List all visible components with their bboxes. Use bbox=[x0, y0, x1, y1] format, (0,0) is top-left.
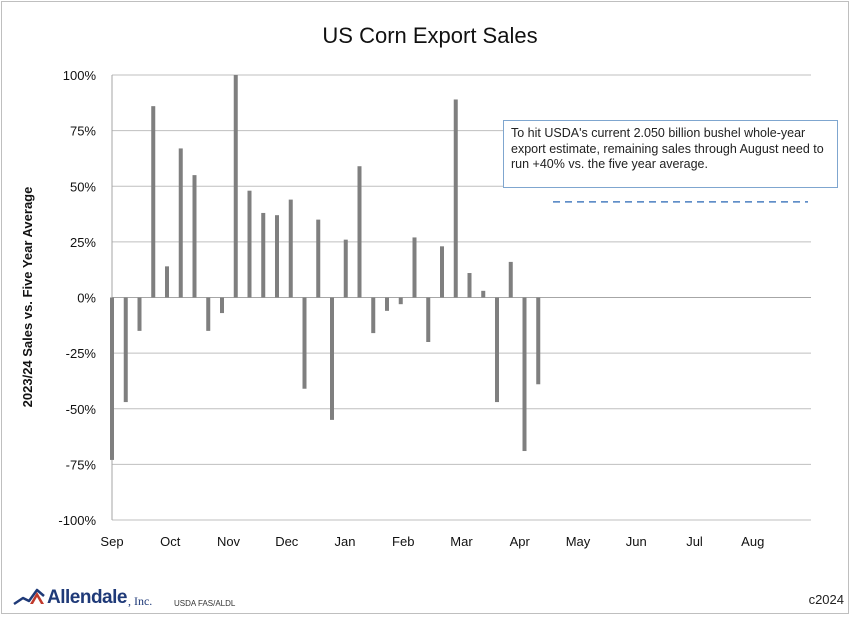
bar bbox=[508, 261, 513, 298]
chart-title: US Corn Export Sales bbox=[322, 23, 537, 48]
bar bbox=[536, 297, 541, 385]
bar bbox=[357, 166, 362, 298]
bar bbox=[137, 297, 142, 331]
bar bbox=[220, 297, 224, 314]
bar bbox=[206, 297, 211, 331]
bar bbox=[233, 75, 238, 298]
bar bbox=[302, 297, 307, 389]
x-tick-label: Apr bbox=[510, 534, 531, 549]
copyright: c2024 bbox=[808, 592, 844, 607]
source-note: USDA FAS/ALDL bbox=[174, 599, 236, 608]
bar bbox=[398, 297, 403, 305]
bar bbox=[343, 239, 348, 298]
x-tick-label: Dec bbox=[275, 534, 299, 549]
bar bbox=[275, 215, 279, 298]
y-tick-label: 50% bbox=[70, 179, 96, 194]
bar bbox=[412, 237, 417, 298]
bar bbox=[522, 297, 527, 452]
allendale-logo: Allendale , Inc. bbox=[13, 586, 152, 608]
bar bbox=[426, 297, 431, 342]
logo-suffix: , Inc. bbox=[127, 594, 153, 608]
x-tick-label: Oct bbox=[160, 534, 181, 549]
bars bbox=[110, 75, 541, 460]
bar bbox=[247, 190, 252, 298]
bar bbox=[495, 297, 499, 403]
y-tick-label: 0% bbox=[77, 291, 96, 306]
bar bbox=[440, 246, 444, 298]
logo-arrow-icon bbox=[13, 588, 45, 606]
bar bbox=[178, 148, 183, 298]
y-axis-label: 2023/24 Sales vs. Five Year Average bbox=[20, 187, 35, 408]
bar bbox=[123, 297, 128, 403]
bar bbox=[316, 219, 321, 298]
y-axis-tick-labels: 100% 75% 50% 25% 0% -25% -50% -75% -100% bbox=[58, 68, 96, 528]
bar bbox=[330, 297, 334, 420]
bar bbox=[165, 266, 169, 298]
bar bbox=[385, 297, 389, 311]
annotation-box: To hit USDA's current 2.050 billion bush… bbox=[503, 120, 838, 188]
x-tick-label: Jul bbox=[686, 534, 703, 549]
bar bbox=[261, 212, 266, 298]
bar bbox=[288, 199, 293, 298]
bar bbox=[481, 290, 486, 298]
x-tick-label: Jan bbox=[335, 534, 356, 549]
y-tick-label: -75% bbox=[66, 457, 97, 472]
bar bbox=[151, 106, 156, 298]
bar bbox=[453, 99, 458, 298]
x-tick-label: Mar bbox=[450, 534, 473, 549]
x-tick-label: Nov bbox=[217, 534, 241, 549]
x-axis-tick-labels: Sep Oct Nov Dec Jan Feb Mar Apr May Jun Jul Aug bbox=[100, 534, 764, 549]
bar bbox=[371, 297, 376, 334]
y-tick-label: -50% bbox=[66, 402, 97, 417]
y-tick-label: -25% bbox=[66, 346, 97, 361]
bar bbox=[110, 297, 114, 460]
x-tick-label: Feb bbox=[392, 534, 414, 549]
bar bbox=[467, 273, 472, 298]
x-tick-label: Aug bbox=[741, 534, 764, 549]
x-tick-label: Sep bbox=[100, 534, 123, 549]
logo-wordmark: Allendale bbox=[47, 587, 127, 608]
y-tick-label: 100% bbox=[63, 68, 97, 83]
x-tick-label: Jun bbox=[626, 534, 647, 549]
y-tick-label: 75% bbox=[70, 124, 96, 139]
x-tick-label: May bbox=[566, 534, 591, 549]
y-tick-label: -100% bbox=[58, 513, 96, 528]
bar bbox=[192, 175, 197, 298]
y-tick-label: 25% bbox=[70, 235, 96, 250]
annotation-text: To hit USDA's current 2.050 billion bush… bbox=[511, 126, 824, 171]
